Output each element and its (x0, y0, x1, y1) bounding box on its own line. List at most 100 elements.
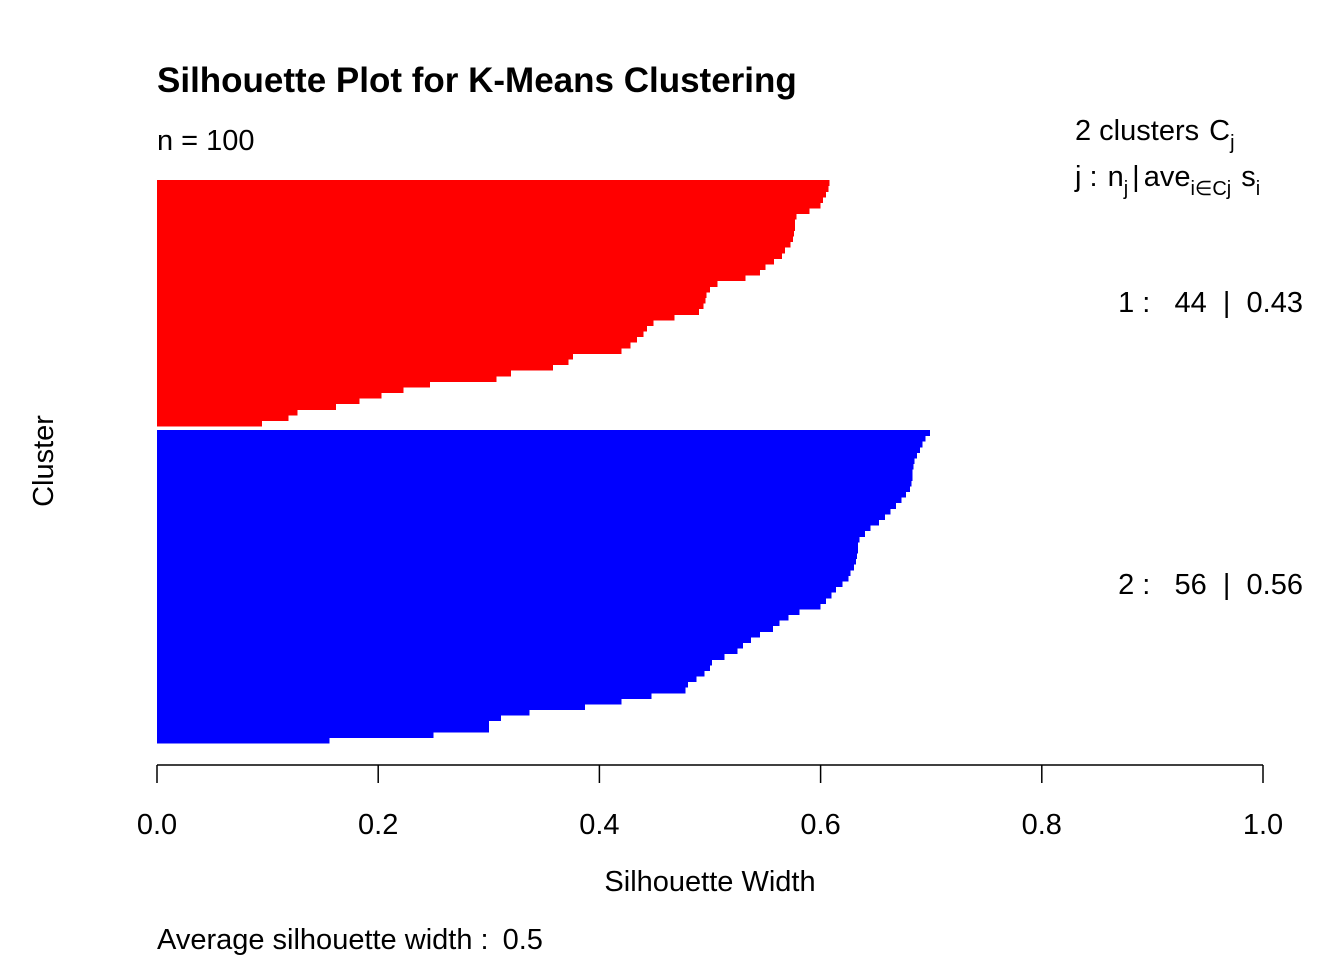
silhouette-bar-c2-23 (157, 552, 858, 560)
chart-subtitle: n = 100 (157, 125, 255, 157)
x-tick-label: 1.0 (1243, 809, 1283, 841)
silhouette-bar-c1-12 (157, 241, 791, 248)
silhouette-bar-c2-31 (157, 597, 827, 604)
silhouette-bar-c2-35 (157, 620, 780, 627)
silhouette-bar-c2-17 (157, 519, 880, 526)
cluster-2-label: 2 : 56 | 0.56 (1118, 569, 1303, 601)
silhouette-bar-c1-28 (157, 330, 644, 338)
silhouette-bar-c2-28 (157, 580, 843, 588)
silhouette-bar-c1-22 (157, 297, 706, 304)
silhouette-bar-c2-19 (157, 530, 865, 537)
x-axis-label: Silhouette Width (604, 866, 815, 898)
x-tick-label: 0.6 (800, 809, 840, 841)
x-tick-label: 0.2 (358, 809, 398, 841)
silhouette-bar-c1-24 (157, 308, 699, 315)
y-axis-label: Cluster (28, 415, 60, 507)
silhouette-bar-c1-3 (157, 191, 827, 198)
silhouette-bar-c2-37 (157, 631, 760, 638)
silhouette-bar-c2-45 (157, 675, 697, 683)
silhouette-bar-c2-54 (157, 726, 489, 733)
silhouette-bar-c1-17 (157, 269, 760, 276)
silhouette-bar-c2-32 (157, 603, 821, 610)
silhouette-bar-c2-24 (157, 558, 856, 565)
silhouette-bar-c2-8 (157, 469, 913, 476)
silhouette-bar-c2-11 (157, 485, 911, 493)
silhouette-bar-c1-38 (157, 386, 404, 394)
silhouette-bar-c1-20 (157, 286, 710, 293)
silhouette-bar-c1-21 (157, 291, 707, 298)
silhouette-bar-c2-29 (157, 586, 837, 593)
legend-header-n: n (1108, 161, 1124, 193)
silhouette-bar-c1-23 (157, 302, 704, 310)
legend-header: 2 clusters Cj j : nj | avei∈Cj si (1074, 115, 1260, 200)
legend-symbol-sub: j (1229, 132, 1234, 154)
silhouette-bar-c2-7 (157, 463, 914, 470)
silhouette-bar-c2-16 (157, 513, 885, 520)
silhouette-bar-c2-20 (157, 536, 860, 543)
silhouette-bar-c1-1 (157, 180, 830, 187)
legend-count-text: 2 clusters (1075, 115, 1199, 147)
silhouette-bar-c2-36 (157, 625, 774, 632)
silhouette-bar-c1-9 (157, 224, 796, 231)
silhouette-bar-c2-5 (157, 452, 917, 459)
silhouette-bar-c2-14 (157, 502, 896, 509)
silhouette-bar-c1-2 (157, 185, 829, 192)
silhouette-bar-c1-16 (157, 263, 766, 271)
legend-header-s-sub: i (1256, 178, 1260, 200)
x-tick-label: 0.8 (1022, 809, 1062, 841)
silhouette-bar-c2-22 (157, 547, 859, 554)
silhouette-bar-c2-1 (157, 429, 931, 437)
silhouette-bar-c2-26 (157, 569, 851, 576)
silhouette-bar-c1-18 (157, 275, 746, 282)
silhouette-bar-c1-19 (157, 280, 718, 287)
legend-header-s: s (1241, 161, 1256, 193)
silhouette-bar-c2-2 (157, 435, 926, 442)
silhouette-bar-c2-43 (157, 664, 710, 671)
silhouette-bar-c1-13 (157, 247, 786, 254)
silhouette-bar-c1-42 (157, 409, 298, 416)
silhouette-bar-c2-4 (157, 446, 921, 453)
silhouette-bar-c2-46 (157, 681, 688, 688)
silhouette-bar-c1-4 (157, 196, 823, 203)
silhouette-bar-c2-44 (157, 670, 705, 677)
silhouette-bar-c1-40 (157, 398, 360, 405)
cluster-1-label: 1 : 44 | 0.43 (1118, 287, 1303, 319)
silhouette-bar-c1-8 (157, 219, 796, 226)
legend-header-ave-sub: i∈Cj (1190, 178, 1231, 200)
silhouette-bar-c2-33 (157, 608, 800, 616)
silhouette-bar-c2-48 (157, 692, 652, 699)
silhouette-bar-c1-43 (157, 414, 289, 421)
silhouette-bar-c1-5 (157, 202, 821, 209)
silhouette-bar-c1-26 (157, 319, 654, 326)
silhouette-bars (157, 180, 931, 744)
silhouette-bar-c1-25 (157, 314, 675, 321)
x-axis: 0.0 0.2 0.4 0.6 0.8 1.0 (137, 764, 1283, 841)
silhouette-bar-c2-56 (157, 737, 330, 744)
silhouette-bar-c2-50 (157, 703, 586, 711)
silhouette-bar-c1-10 (157, 230, 795, 237)
legend-header-j: j : (1074, 161, 1098, 193)
silhouette-bar-c1-44 (157, 420, 263, 427)
silhouette-bar-c1-30 (157, 342, 631, 349)
silhouette-bar-c2-12 (157, 491, 906, 498)
silhouette-bar-c2-21 (157, 541, 859, 548)
silhouette-bar-c1-14 (157, 252, 782, 259)
footer-value: 0.5 (503, 924, 543, 956)
silhouette-bar-c2-38 (157, 636, 751, 643)
silhouette-bar-c1-11 (157, 235, 793, 243)
silhouette-bar-c1-36 (157, 375, 497, 382)
silhouette-bar-c2-30 (157, 592, 832, 599)
average-silhouette-footer: Average silhouette width : 0.5 (157, 924, 543, 956)
silhouette-bar-c2-6 (157, 457, 915, 465)
silhouette-bar-c1-34 (157, 364, 553, 371)
silhouette-bar-c1-39 (157, 392, 382, 399)
silhouette-bar-c1-33 (157, 358, 569, 366)
silhouette-bar-c1-27 (157, 325, 647, 332)
silhouette-bar-c1-15 (157, 258, 775, 265)
silhouette-bar-c1-31 (157, 347, 622, 354)
silhouette-bar-c2-51 (157, 709, 530, 716)
silhouette-bar-c1-35 (157, 370, 511, 377)
silhouette-bar-c2-39 (157, 642, 744, 649)
silhouette-bar-c2-25 (157, 564, 854, 571)
silhouette-bar-c2-3 (157, 441, 923, 448)
